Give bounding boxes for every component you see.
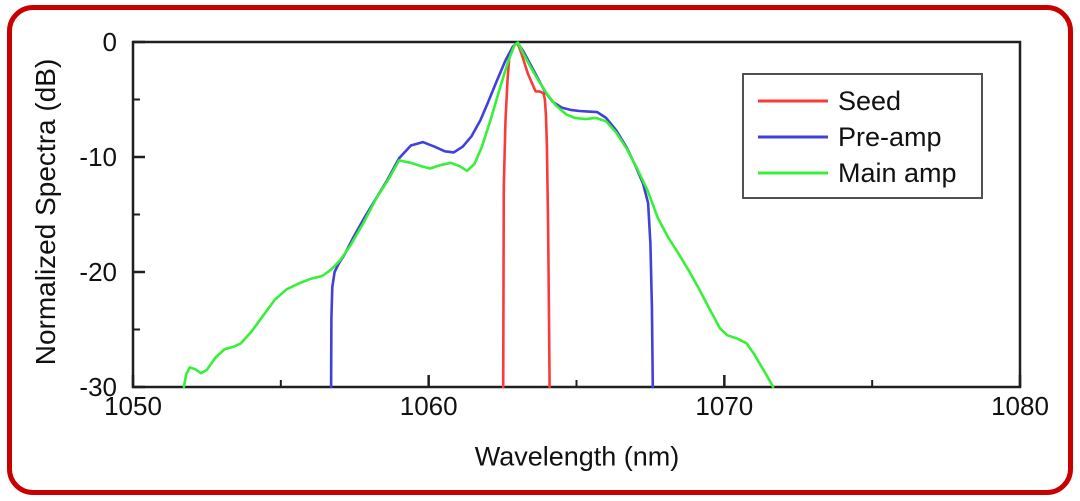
legend-label-seed: Seed <box>838 86 901 116</box>
y-tick-label: -20 <box>79 257 117 287</box>
legend-label-main-amp: Main amp <box>838 158 957 188</box>
x-tick-label: 1050 <box>104 391 162 421</box>
series-pre-amp-line <box>329 41 655 389</box>
x-tick-label: 1070 <box>695 391 753 421</box>
x-tick-label: 1080 <box>991 391 1049 421</box>
x-axis-title: Wavelength (nm) <box>474 441 680 472</box>
x-tick-label: 1060 <box>400 391 458 421</box>
y-axis-title: Normalized Spectra (dB) <box>30 58 61 366</box>
legend-label-pre-amp: Pre-amp <box>838 122 942 152</box>
y-tick-label: -30 <box>79 372 117 402</box>
series-main-amp-line <box>182 41 775 389</box>
series-seed-line <box>501 41 551 389</box>
y-tick-label: 0 <box>103 27 117 57</box>
y-tick-label: -10 <box>79 142 117 172</box>
